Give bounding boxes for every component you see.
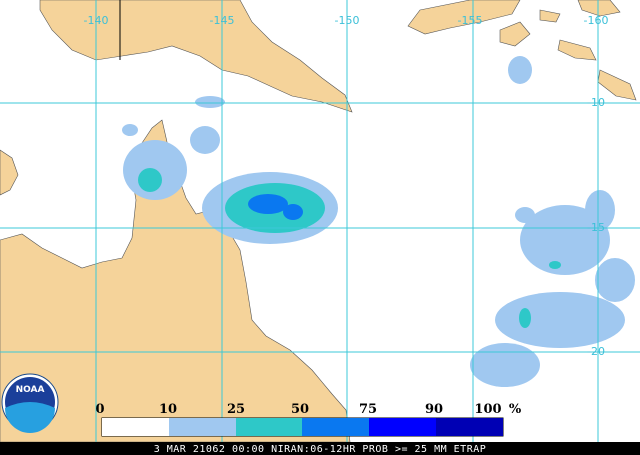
legend-label: 10 [159,402,177,417]
lon-label: -140 [84,14,109,27]
graticule [0,0,640,442]
precip-probability [122,56,635,387]
legend-swatch [436,418,503,436]
lon-label: -145 [210,14,235,27]
legend-label: 100 [474,402,501,417]
legend-swatch [102,418,169,436]
legend-label: 0 [95,402,104,417]
legend-label: 25 [227,402,245,417]
lon-label: -160 [584,14,609,27]
lon-label: -155 [458,14,483,27]
footer-text: 3 MAR 21062 00:00 NIRAN:06-12HR PROB >= … [154,444,487,455]
footer-bar [0,442,640,455]
lon-label: -150 [335,14,360,27]
legend-swatch [302,418,369,436]
legend-label: 75 [359,402,377,417]
lat-label: -15 [587,221,605,234]
legend-unit: % [509,402,522,417]
legend-swatch [369,418,436,436]
land [0,0,637,443]
logo-text: NOAA [16,385,45,395]
legend-label: 90 [425,402,443,417]
legend-swatch [169,418,236,436]
noaa-logo: NOAA [1,373,59,433]
legend-swatch [236,418,302,436]
legend-label: 50 [291,402,309,417]
lat-label: -20 [587,345,605,358]
lat-label: -10 [587,96,605,109]
